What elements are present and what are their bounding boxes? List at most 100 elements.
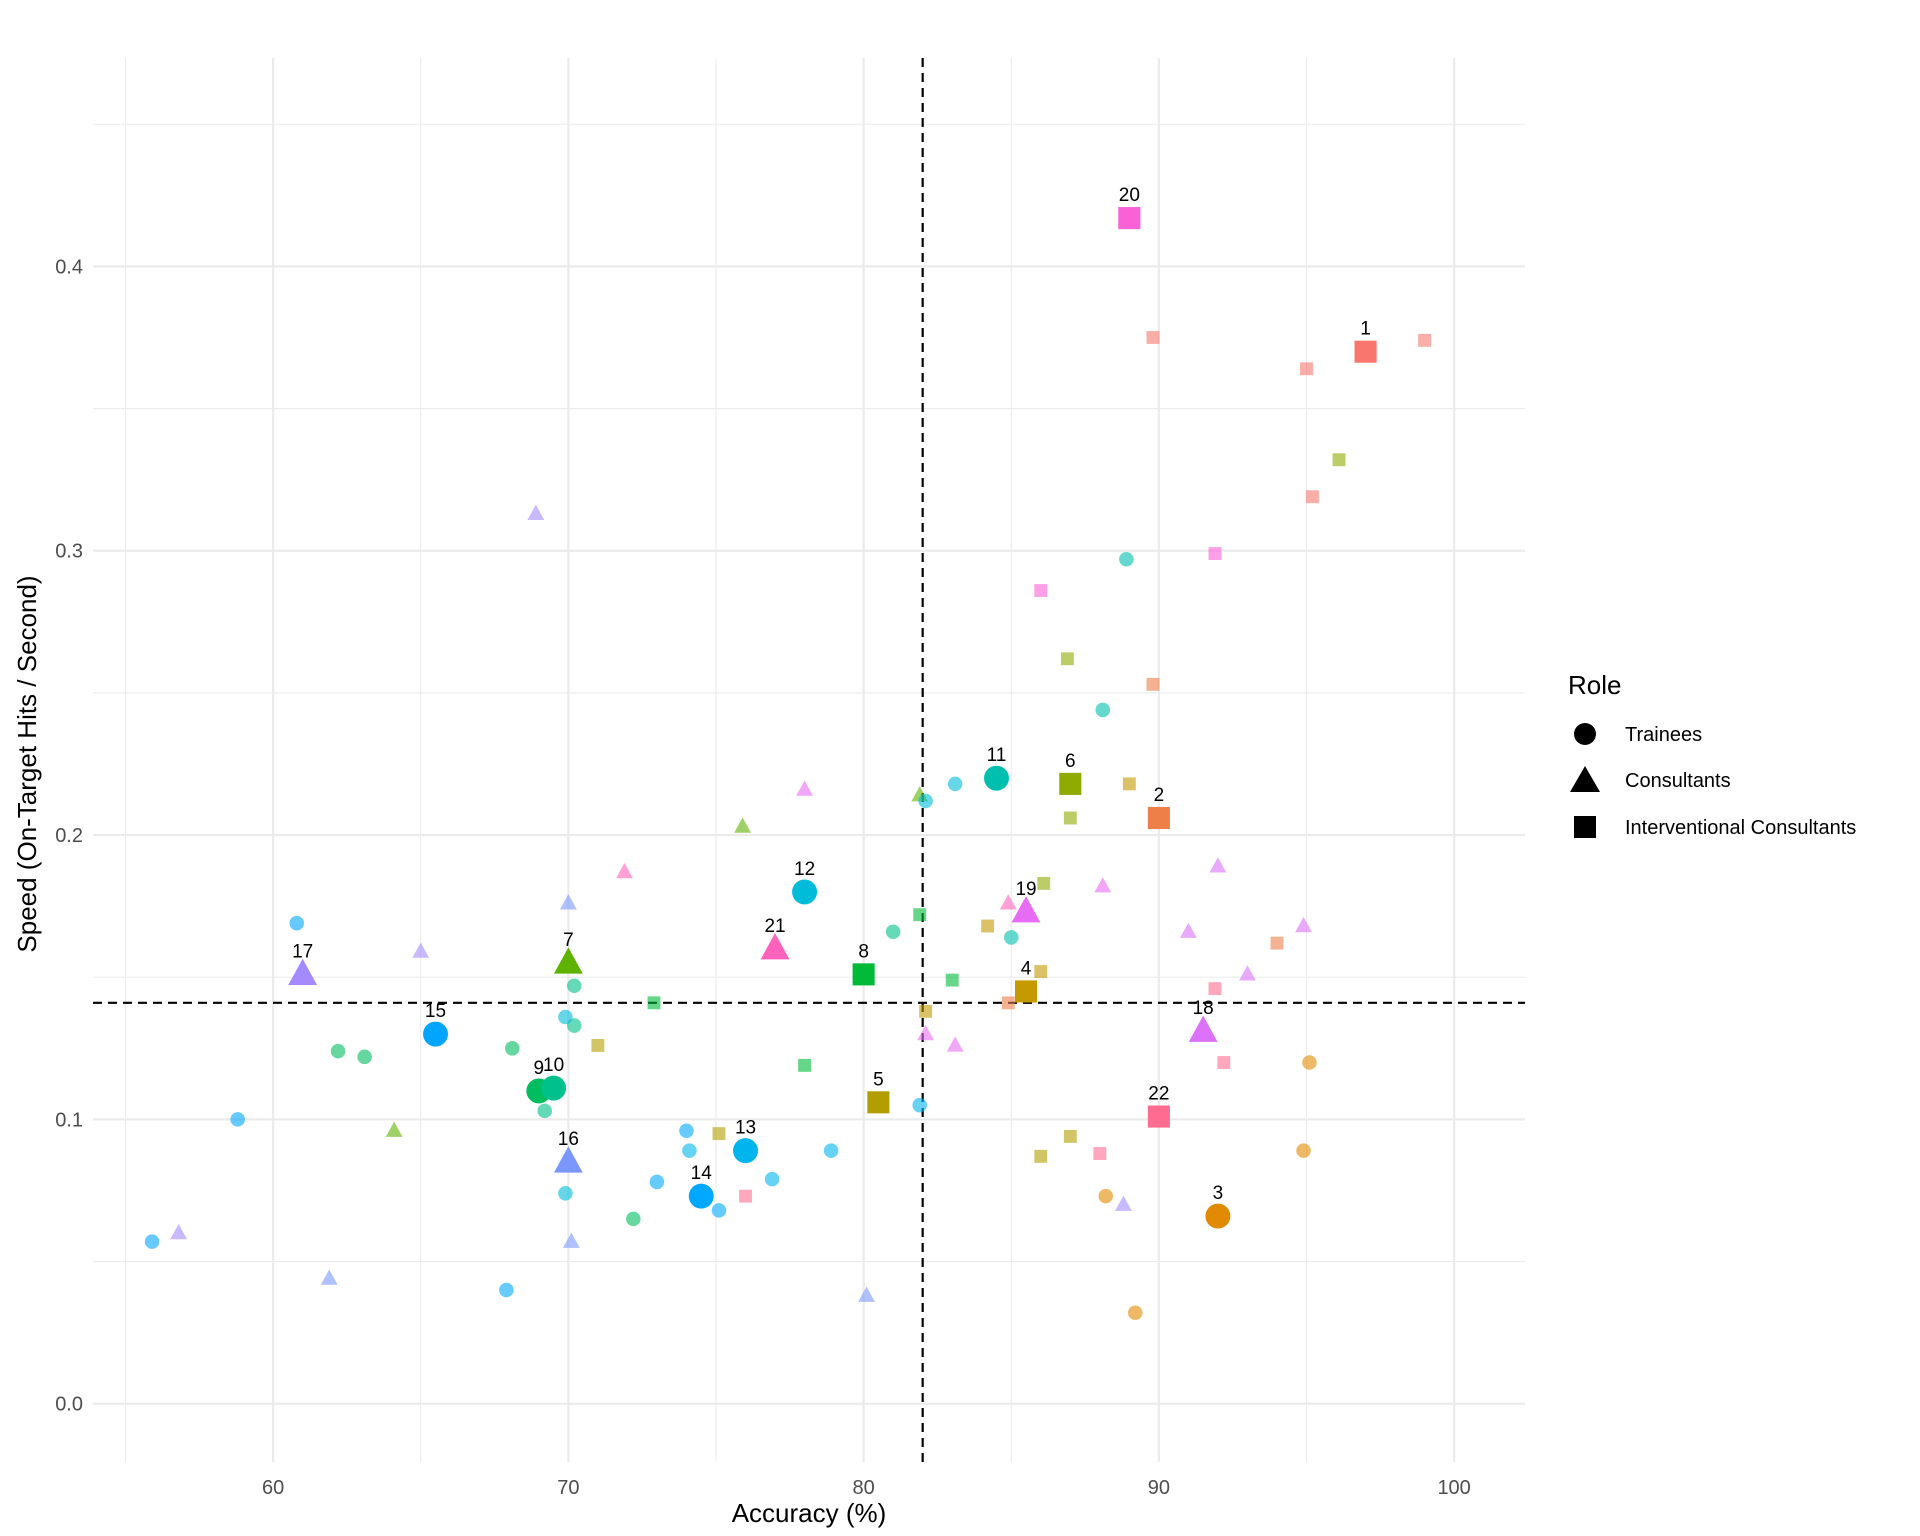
y-tick-label: 0.2	[55, 825, 83, 847]
participant-label-10: 10	[543, 1055, 564, 1076]
y-axis-ticks: 0.0 0.1 0.2 0.3 0.4	[55, 256, 83, 1415]
trial-point	[946, 1036, 964, 1052]
minor-gridlines	[93, 58, 1525, 1462]
legend: Role Trainees Consultants Interventional…	[1568, 670, 1856, 839]
participant-points	[288, 207, 1377, 1229]
participant-point-16	[553, 1146, 583, 1173]
participant-label-15: 15	[425, 1001, 446, 1022]
trial-point	[1332, 453, 1346, 467]
participant-label-22: 22	[1148, 1084, 1169, 1105]
participant-point-21	[760, 933, 790, 960]
trial-point	[1208, 982, 1222, 996]
participant-point-20	[1118, 207, 1141, 230]
participant-point-6	[1059, 772, 1082, 795]
trial-point	[1115, 1195, 1132, 1211]
trial-point	[330, 1043, 346, 1059]
x-tick-label: 100	[1437, 1477, 1470, 1499]
legend-label-consultants: Consultants	[1625, 770, 1731, 792]
trial-point	[919, 1004, 933, 1018]
trial-point	[912, 1097, 928, 1113]
participant-label-7: 7	[563, 930, 574, 951]
y-tick-label: 0.4	[55, 256, 83, 278]
reference-lines	[93, 58, 1525, 1462]
trial-point	[1034, 965, 1048, 978]
participant-label-11: 11	[987, 745, 1007, 766]
trial-point	[1305, 490, 1319, 504]
trial-point	[734, 817, 751, 833]
trial-point	[999, 894, 1017, 910]
legend-square-icon	[1574, 816, 1596, 838]
trial-point	[230, 1112, 245, 1127]
participant-point-5	[867, 1091, 890, 1114]
trial-point	[527, 504, 545, 520]
participant-label-14: 14	[691, 1163, 713, 1184]
trial-point	[385, 1121, 403, 1137]
participant-label-4: 4	[1021, 958, 1032, 979]
trial-point	[1063, 1130, 1077, 1143]
trial-point	[679, 1123, 694, 1139]
trial-point	[537, 1103, 553, 1119]
trial-point	[616, 862, 633, 879]
participant-point-2	[1147, 806, 1170, 830]
trial-point	[558, 1009, 573, 1025]
trial-point	[739, 1189, 752, 1203]
trial-point	[798, 1058, 812, 1072]
participant-point-14	[688, 1183, 714, 1209]
trial-point	[1001, 996, 1015, 1010]
trial-point	[559, 894, 577, 910]
participant-point-3	[1205, 1203, 1231, 1229]
trial-point	[1146, 331, 1160, 344]
trial-point	[947, 776, 963, 792]
participant-label-20: 20	[1119, 185, 1140, 206]
x-tick-label: 80	[852, 1477, 874, 1499]
trial-point	[144, 1234, 160, 1249]
legend-triangle-icon	[1570, 766, 1600, 792]
trial-point	[558, 1186, 573, 1201]
participant-label-3: 3	[1213, 1183, 1224, 1204]
participant-label-12: 12	[794, 859, 815, 880]
participant-point-22	[1147, 1105, 1170, 1128]
trial-point	[170, 1224, 188, 1240]
trial-point	[1063, 811, 1077, 825]
participant-point-13	[733, 1138, 758, 1164]
trial-point	[1003, 930, 1019, 945]
y-axis-title: Speed (On-Target Hits / Second)	[12, 575, 42, 952]
participant-label-13: 13	[735, 1118, 756, 1139]
participant-point-10	[541, 1075, 567, 1101]
trial-point	[649, 1174, 665, 1190]
trial-point	[885, 924, 901, 940]
trial-point	[1296, 1143, 1311, 1158]
trial-point	[1180, 922, 1197, 938]
x-tick-label: 60	[262, 1477, 284, 1499]
participant-label-5: 5	[873, 1069, 884, 1090]
trial-point	[1034, 584, 1048, 597]
trial-point	[1095, 702, 1111, 718]
y-tick-label: 0.0	[55, 1394, 83, 1416]
participant-point-7	[553, 947, 583, 974]
participant-point-19	[1011, 896, 1041, 923]
trial-point	[320, 1269, 338, 1285]
trial-point	[1239, 965, 1256, 981]
participant-point-8	[852, 963, 875, 986]
trial-point	[712, 1127, 726, 1141]
trial-point	[499, 1282, 514, 1298]
trial-point	[682, 1143, 697, 1158]
participant-point-12	[792, 879, 818, 905]
trial-point	[1093, 1147, 1107, 1160]
participant-point-4	[1014, 980, 1038, 1003]
y-tick-label: 0.1	[55, 1109, 83, 1131]
participant-label-6: 6	[1065, 751, 1076, 772]
trial-point	[711, 1203, 727, 1218]
legend-label-trainees: Trainees	[1625, 724, 1702, 746]
y-tick-label: 0.3	[55, 541, 83, 563]
trial-point	[566, 978, 582, 994]
x-tick-label: 90	[1148, 1477, 1170, 1499]
participant-point-17	[288, 958, 318, 985]
participant-point-18	[1188, 1015, 1218, 1042]
trial-point	[1295, 916, 1312, 933]
participant-label-2: 2	[1154, 785, 1165, 806]
participant-point-1	[1354, 340, 1377, 363]
trial-point	[1119, 551, 1134, 567]
